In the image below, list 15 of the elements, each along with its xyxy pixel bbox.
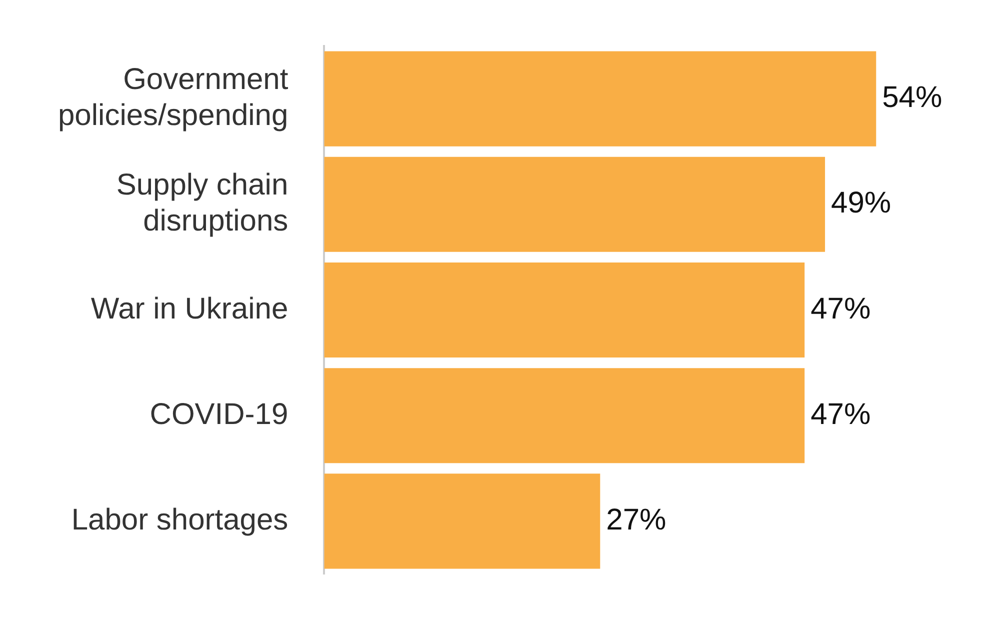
bar	[324, 368, 805, 464]
y-tick-label: Government policies/spending	[58, 63, 289, 132]
y-tick-label: Supply chain disruptions	[116, 168, 288, 238]
y-tick-label: Labor shortages	[71, 503, 288, 536]
data-label: 27%	[606, 503, 666, 536]
bar	[324, 156, 826, 252]
bar	[324, 51, 876, 146]
bar	[324, 262, 805, 358]
y-tick-label: COVID-19	[150, 398, 288, 431]
bar	[324, 474, 600, 569]
data-label: 54%	[882, 81, 942, 114]
data-label: 49%	[831, 186, 892, 220]
data-label: 47%	[810, 398, 871, 431]
y-tick-label: War in Ukraine	[90, 292, 288, 326]
data-label: 47%	[810, 292, 871, 326]
